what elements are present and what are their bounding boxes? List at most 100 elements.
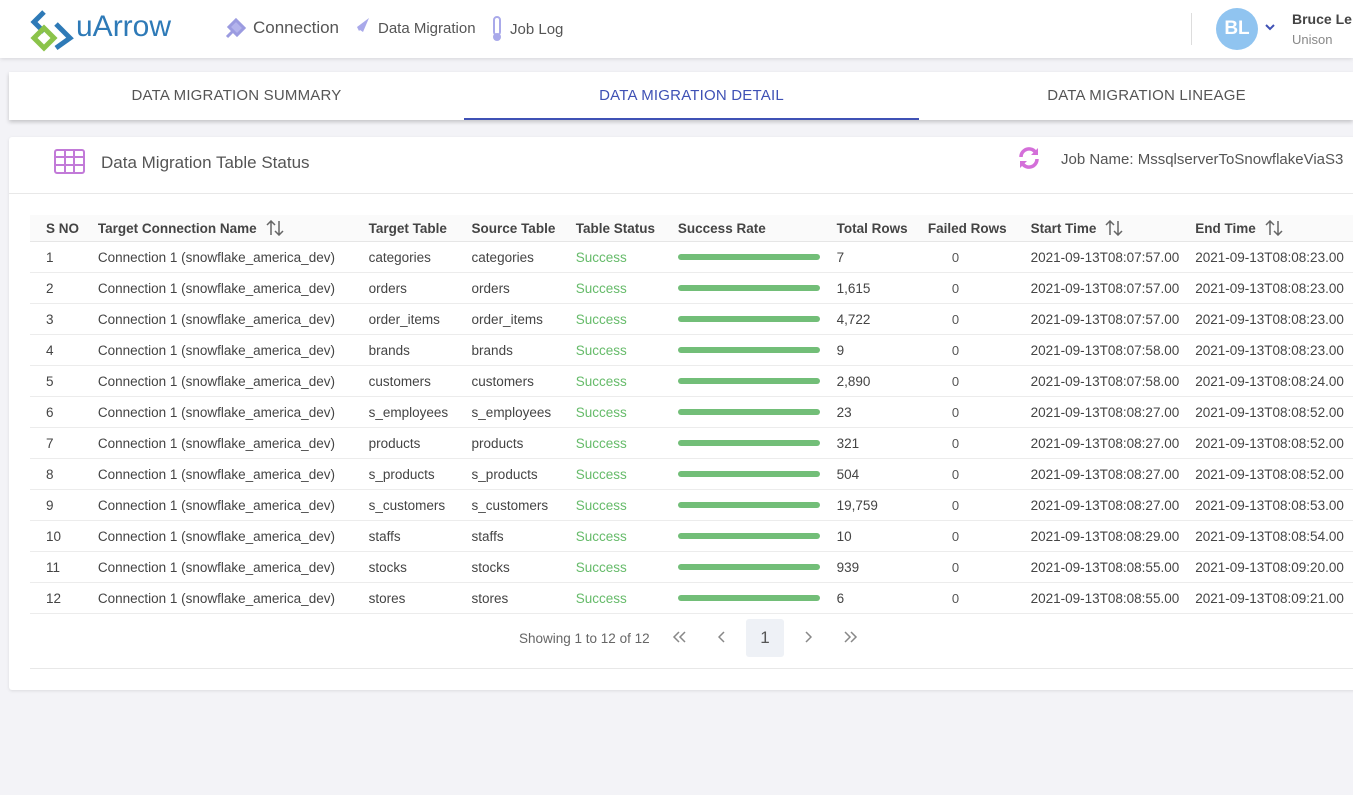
source-table: s_customers <box>472 498 549 513</box>
user-menu-caret[interactable] <box>1265 23 1275 31</box>
cell <box>662 490 821 521</box>
cell <box>662 242 821 273</box>
cell: 8 <box>30 459 82 490</box>
cell: 2021-09-13T08:08:27.00 <box>1015 397 1180 428</box>
column-header: Table Status <box>560 215 662 242</box>
table-status: Success <box>576 374 627 389</box>
nav-connection[interactable]: Connection <box>224 16 339 40</box>
cell: categories <box>353 242 456 273</box>
table-row: 2Connection 1 (snowflake_america_dev)ord… <box>30 273 1353 304</box>
cell: 7 <box>821 242 912 273</box>
end-time: 2021-09-13T08:09:20.00 <box>1195 560 1344 575</box>
cell: 23 <box>821 397 912 428</box>
target-connection: Connection 1 (snowflake_america_dev) <box>98 250 335 265</box>
last-page[interactable] <box>832 619 870 657</box>
s-no: 12 <box>46 591 61 606</box>
end-time: 2021-09-13T08:08:23.00 <box>1195 343 1344 358</box>
s-no: 4 <box>46 343 54 358</box>
cell: order_items <box>353 304 456 335</box>
source-table: products <box>472 436 524 451</box>
target-table: customers <box>369 374 431 389</box>
cell: 2021-09-13T08:08:52.00 <box>1179 397 1353 428</box>
cell: 0 <box>912 273 1015 304</box>
cell: Success <box>560 304 662 335</box>
sort-icon[interactable] <box>266 220 284 236</box>
status-table: S NOTarget Connection NameTarget TableSo… <box>30 215 1353 614</box>
total-rows: 10 <box>837 529 852 544</box>
cell: 2021-09-13T08:08:23.00 <box>1179 242 1353 273</box>
total-rows: 19,759 <box>837 498 878 513</box>
s-no: 5 <box>46 374 54 389</box>
target-connection: Connection 1 (snowflake_america_dev) <box>98 467 335 482</box>
cell: 0 <box>912 552 1015 583</box>
end-time: 2021-09-13T08:08:23.00 <box>1195 312 1344 327</box>
column-label: Target Table <box>369 221 447 236</box>
cell: 2021-09-13T08:08:53.00 <box>1179 490 1353 521</box>
table-status: Success <box>576 591 627 606</box>
source-table: s_employees <box>472 405 552 420</box>
first-page[interactable] <box>660 619 698 657</box>
cell <box>662 521 821 552</box>
cell: 2021-09-13T08:08:52.00 <box>1179 428 1353 459</box>
cell: 2021-09-13T08:08:27.00 <box>1015 459 1180 490</box>
cell: 10 <box>821 521 912 552</box>
progress-bar <box>678 533 820 539</box>
cell: s_customers <box>456 490 560 521</box>
cell: s_products <box>353 459 456 490</box>
target-table: stocks <box>369 560 407 575</box>
page-button[interactable]: 1 <box>746 619 784 657</box>
s-no: 11 <box>46 560 60 575</box>
refresh-button[interactable] <box>1017 146 1041 170</box>
s-no: 2 <box>46 281 54 296</box>
target-table: s_customers <box>369 498 446 513</box>
prev-page[interactable] <box>703 619 741 657</box>
sort-icon[interactable] <box>1105 220 1123 236</box>
start-time: 2021-09-13T08:08:27.00 <box>1031 467 1180 482</box>
cell: Connection 1 (snowflake_america_dev) <box>82 304 353 335</box>
column-header: End Time <box>1179 215 1353 242</box>
end-time: 2021-09-13T08:09:21.00 <box>1195 591 1344 606</box>
tab[interactable]: DATA MIGRATION SUMMARY <box>9 72 464 120</box>
nav-data-migration[interactable]: Data Migration <box>351 16 476 40</box>
cell: products <box>456 428 560 459</box>
cell: Connection 1 (snowflake_america_dev) <box>82 552 353 583</box>
cell: 0 <box>912 583 1015 614</box>
failed-rows: 0 <box>952 560 959 575</box>
total-rows: 2,890 <box>837 374 871 389</box>
cell: 0 <box>912 521 1015 552</box>
job-name: Job Name: MssqlserverToSnowflakeViaS3 <box>1061 151 1343 168</box>
progress-bar <box>678 595 820 601</box>
cell: s_employees <box>456 397 560 428</box>
total-rows: 1,615 <box>837 281 871 296</box>
source-table: staffs <box>472 529 504 544</box>
nav-job-log[interactable]: Job Log <box>489 16 563 42</box>
start-time: 2021-09-13T08:08:27.00 <box>1031 498 1180 513</box>
progress-track <box>678 564 820 570</box>
cell: Connection 1 (snowflake_america_dev) <box>82 335 353 366</box>
column-header: Source Table <box>456 215 560 242</box>
cell: 2021-09-13T08:08:23.00 <box>1179 335 1353 366</box>
cell: 0 <box>912 304 1015 335</box>
tab-bar: DATA MIGRATION SUMMARYDATA MIGRATION DET… <box>9 72 1353 120</box>
table-row: 6Connection 1 (snowflake_america_dev)s_e… <box>30 397 1353 428</box>
source-table: stores <box>472 591 509 606</box>
nav-icon <box>489 16 505 42</box>
target-connection: Connection 1 (snowflake_america_dev) <box>98 529 335 544</box>
avatar[interactable]: BL <box>1216 8 1258 50</box>
column-label: Source Table <box>472 221 556 236</box>
sort-icon[interactable] <box>1265 220 1283 236</box>
target-table: products <box>369 436 421 451</box>
tab[interactable]: DATA MIGRATION LINEAGE <box>919 72 1353 120</box>
cell: Connection 1 (snowflake_america_dev) <box>82 521 353 552</box>
column-label: Failed Rows <box>928 221 1007 236</box>
cell: 9 <box>821 335 912 366</box>
cell: 4 <box>30 335 82 366</box>
progress-track <box>678 316 820 322</box>
progress-track <box>678 440 820 446</box>
cell: 0 <box>912 335 1015 366</box>
cell: 2021-09-13T08:07:58.00 <box>1015 335 1180 366</box>
tab[interactable]: DATA MIGRATION DETAIL <box>464 72 919 120</box>
logo-text: uArrow <box>76 10 171 44</box>
next-page[interactable] <box>789 619 827 657</box>
end-time: 2021-09-13T08:08:52.00 <box>1195 436 1344 451</box>
